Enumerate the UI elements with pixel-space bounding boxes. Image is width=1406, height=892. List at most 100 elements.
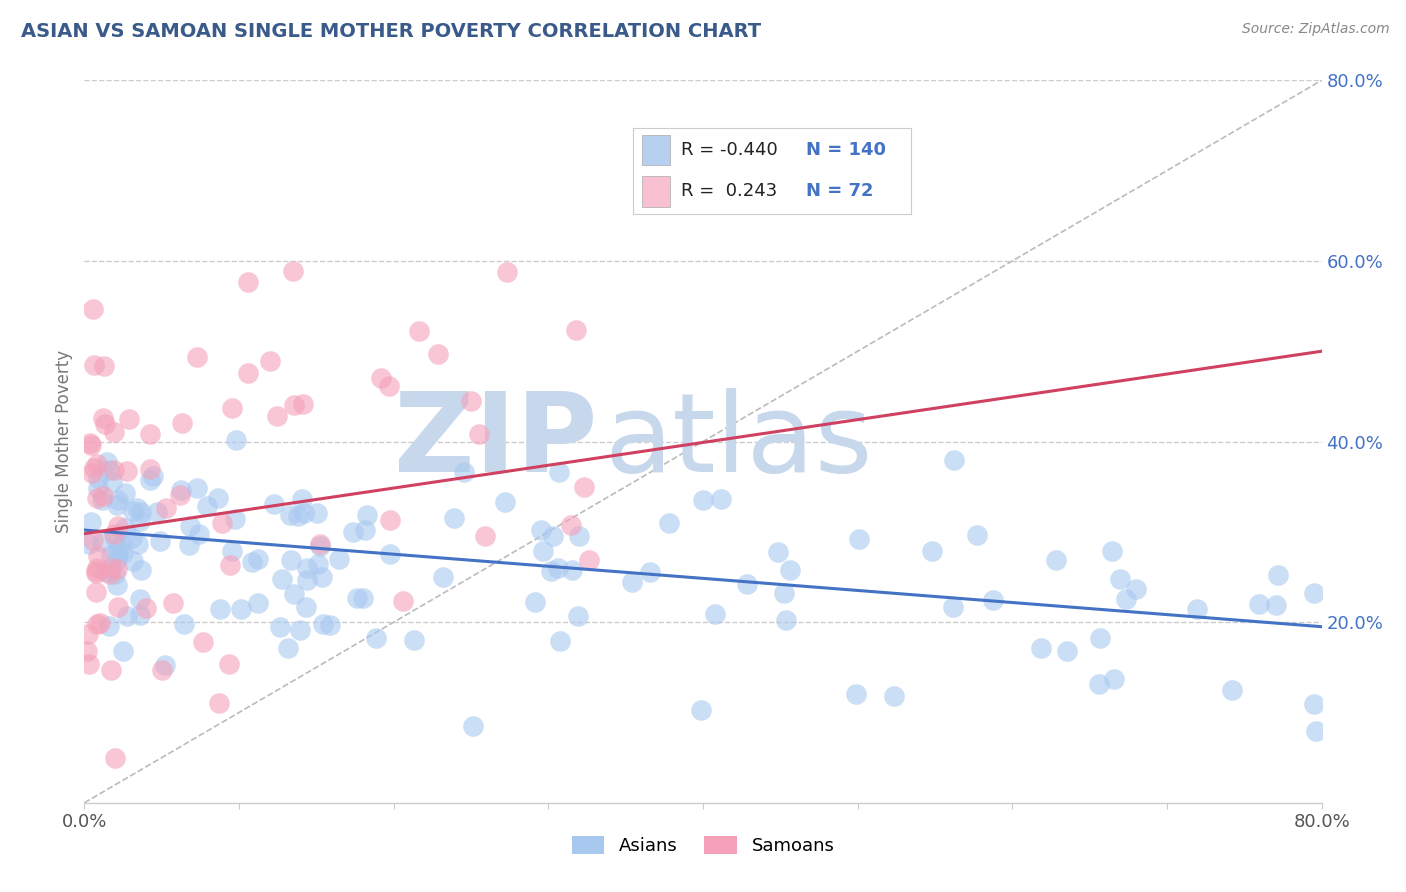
Point bbox=[79, 435, 101, 450]
Point bbox=[312, 616, 335, 631]
Point bbox=[1088, 677, 1111, 691]
Point bbox=[710, 491, 733, 506]
Point bbox=[295, 560, 318, 574]
Point bbox=[96, 565, 118, 579]
Point bbox=[352, 591, 374, 606]
Point bbox=[129, 592, 152, 607]
Point bbox=[547, 465, 569, 479]
Point bbox=[100, 663, 122, 677]
Point bbox=[84, 584, 107, 599]
Point bbox=[247, 552, 270, 566]
Point bbox=[80, 438, 103, 452]
Point bbox=[122, 504, 145, 518]
Point bbox=[111, 546, 134, 560]
Point bbox=[191, 634, 214, 648]
Point bbox=[775, 613, 797, 627]
Point bbox=[295, 599, 318, 614]
Point bbox=[77, 537, 100, 551]
Point bbox=[107, 518, 129, 533]
Point bbox=[86, 561, 108, 575]
Point bbox=[82, 466, 104, 480]
Point bbox=[172, 416, 194, 430]
Point bbox=[238, 366, 260, 380]
Point bbox=[82, 533, 104, 547]
Point bbox=[283, 587, 305, 601]
Point bbox=[380, 547, 402, 561]
Point bbox=[240, 555, 263, 569]
Point bbox=[280, 553, 302, 567]
Point bbox=[1305, 723, 1327, 738]
Point bbox=[83, 460, 105, 475]
Point bbox=[104, 566, 127, 581]
Point bbox=[93, 417, 115, 431]
Point bbox=[98, 567, 121, 582]
Point bbox=[162, 596, 184, 610]
Point bbox=[208, 601, 231, 615]
Point bbox=[107, 493, 129, 508]
Point bbox=[118, 412, 141, 426]
Point bbox=[531, 544, 554, 558]
Point bbox=[370, 371, 392, 385]
Point bbox=[548, 634, 571, 648]
Point bbox=[578, 553, 600, 567]
Point bbox=[307, 557, 329, 571]
Point bbox=[76, 644, 98, 658]
Point bbox=[76, 626, 98, 640]
Point bbox=[983, 593, 1005, 607]
Point bbox=[560, 518, 582, 533]
Point bbox=[460, 394, 482, 409]
Point bbox=[103, 425, 125, 440]
Point bbox=[103, 527, 125, 541]
Point bbox=[86, 457, 108, 471]
Point bbox=[246, 597, 269, 611]
Point bbox=[104, 750, 127, 764]
Point bbox=[287, 508, 309, 523]
Point bbox=[114, 521, 136, 535]
Point bbox=[87, 481, 110, 495]
Point bbox=[391, 593, 413, 607]
Point bbox=[288, 624, 311, 638]
Point bbox=[259, 353, 281, 368]
Point bbox=[380, 513, 402, 527]
Point bbox=[495, 265, 517, 279]
Point bbox=[146, 505, 169, 519]
Point bbox=[129, 514, 152, 528]
Point bbox=[87, 549, 110, 563]
Point bbox=[1249, 597, 1271, 611]
Point bbox=[129, 505, 152, 519]
Point bbox=[139, 462, 162, 476]
Point bbox=[408, 324, 430, 338]
Point bbox=[474, 529, 496, 543]
Point bbox=[84, 564, 107, 578]
Text: R =  0.243: R = 0.243 bbox=[681, 182, 778, 200]
Point bbox=[1185, 602, 1208, 616]
Point bbox=[135, 601, 157, 615]
Point bbox=[96, 455, 118, 469]
Point bbox=[883, 689, 905, 703]
Point bbox=[84, 566, 107, 580]
Point bbox=[703, 607, 725, 621]
Point bbox=[142, 468, 165, 483]
Text: N = 72: N = 72 bbox=[806, 182, 873, 200]
Bar bbox=[641, 135, 669, 165]
Point bbox=[150, 663, 173, 677]
Point bbox=[1029, 641, 1052, 656]
Point bbox=[1108, 572, 1130, 586]
Point bbox=[547, 560, 569, 574]
Point bbox=[283, 398, 305, 412]
Point bbox=[281, 263, 304, 277]
Point bbox=[91, 489, 114, 503]
Point bbox=[658, 516, 681, 531]
Point bbox=[530, 523, 553, 537]
Point bbox=[432, 570, 454, 584]
Point bbox=[266, 409, 288, 423]
Point bbox=[565, 323, 588, 337]
Point bbox=[1303, 697, 1326, 711]
Point bbox=[155, 658, 177, 673]
Point bbox=[155, 501, 177, 516]
Point bbox=[138, 427, 160, 442]
Point bbox=[541, 529, 564, 543]
Point bbox=[311, 570, 333, 584]
Point bbox=[195, 499, 218, 513]
Point bbox=[277, 640, 299, 655]
